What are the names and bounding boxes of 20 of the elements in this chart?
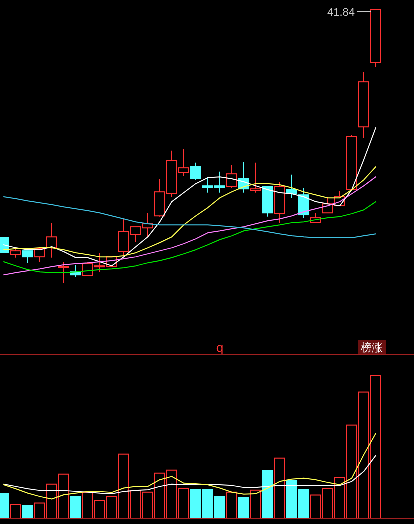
text: 榜涨	[361, 342, 383, 354]
candlestick	[58, 261, 70, 284]
bar	[262, 470, 274, 520]
candlestick	[190, 162, 202, 181]
candlestick	[46, 222, 58, 258]
text: q	[216, 341, 224, 355]
bar	[10, 504, 22, 520]
candlestick	[226, 164, 238, 188]
bar	[70, 496, 82, 520]
bar	[226, 492, 238, 520]
bar	[274, 458, 286, 520]
bar	[238, 497, 250, 520]
bar	[22, 505, 34, 520]
bar	[0, 493, 10, 520]
candlestick	[10, 246, 22, 258]
candlestick	[22, 250, 34, 264]
candlestick	[298, 187, 310, 219]
annotation: 41.84	[327, 6, 355, 19]
bar	[250, 490, 262, 520]
candlestick	[250, 162, 262, 194]
